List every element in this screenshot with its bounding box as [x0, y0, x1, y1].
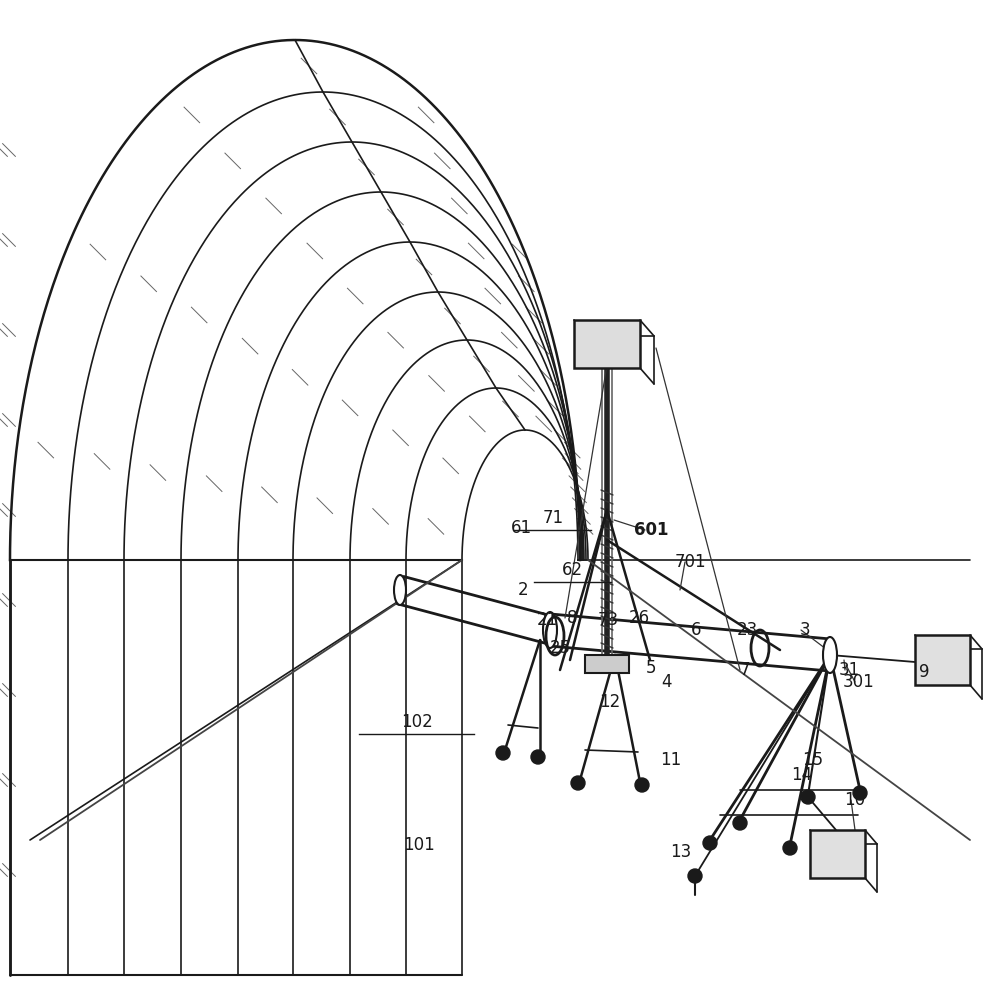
Circle shape [634, 778, 649, 792]
Text: 61: 61 [510, 519, 531, 537]
Circle shape [801, 790, 814, 804]
Text: 71: 71 [541, 509, 563, 527]
Bar [914, 635, 969, 685]
Text: 10: 10 [843, 791, 865, 809]
Text: 301: 301 [842, 673, 874, 691]
Text: 62: 62 [561, 561, 583, 579]
Text: 3: 3 [800, 621, 810, 639]
Bar [574, 320, 639, 368]
Ellipse shape [393, 575, 405, 605]
Text: 23: 23 [736, 621, 757, 639]
Text: 31: 31 [837, 661, 859, 679]
Text: 102: 102 [400, 713, 432, 731]
Text: 5: 5 [646, 659, 656, 677]
Text: 21: 21 [536, 611, 558, 629]
Circle shape [702, 836, 716, 850]
Circle shape [571, 776, 585, 790]
Text: 101: 101 [403, 836, 435, 854]
Bar [585, 655, 628, 673]
Text: 26: 26 [628, 609, 650, 627]
Text: 12: 12 [599, 693, 620, 711]
Text: 13: 13 [669, 843, 691, 861]
Text: 14: 14 [790, 766, 811, 784]
Text: 7: 7 [740, 661, 749, 679]
Circle shape [687, 869, 701, 883]
Circle shape [530, 750, 544, 764]
Ellipse shape [542, 612, 556, 648]
Circle shape [733, 816, 746, 830]
Text: 25: 25 [549, 639, 571, 657]
Text: 701: 701 [674, 553, 706, 571]
Circle shape [782, 841, 796, 855]
Text: 2: 2 [518, 581, 528, 599]
Ellipse shape [822, 637, 836, 673]
Circle shape [496, 746, 510, 760]
Bar [810, 830, 864, 878]
Text: 601: 601 [634, 521, 668, 539]
Text: 11: 11 [660, 751, 681, 769]
Text: 15: 15 [801, 751, 822, 769]
Circle shape [852, 786, 866, 800]
Text: 6: 6 [690, 621, 700, 639]
Text: 73: 73 [597, 611, 618, 629]
Text: 8: 8 [567, 609, 577, 627]
Text: 9: 9 [918, 663, 928, 681]
Text: 4: 4 [661, 673, 670, 691]
